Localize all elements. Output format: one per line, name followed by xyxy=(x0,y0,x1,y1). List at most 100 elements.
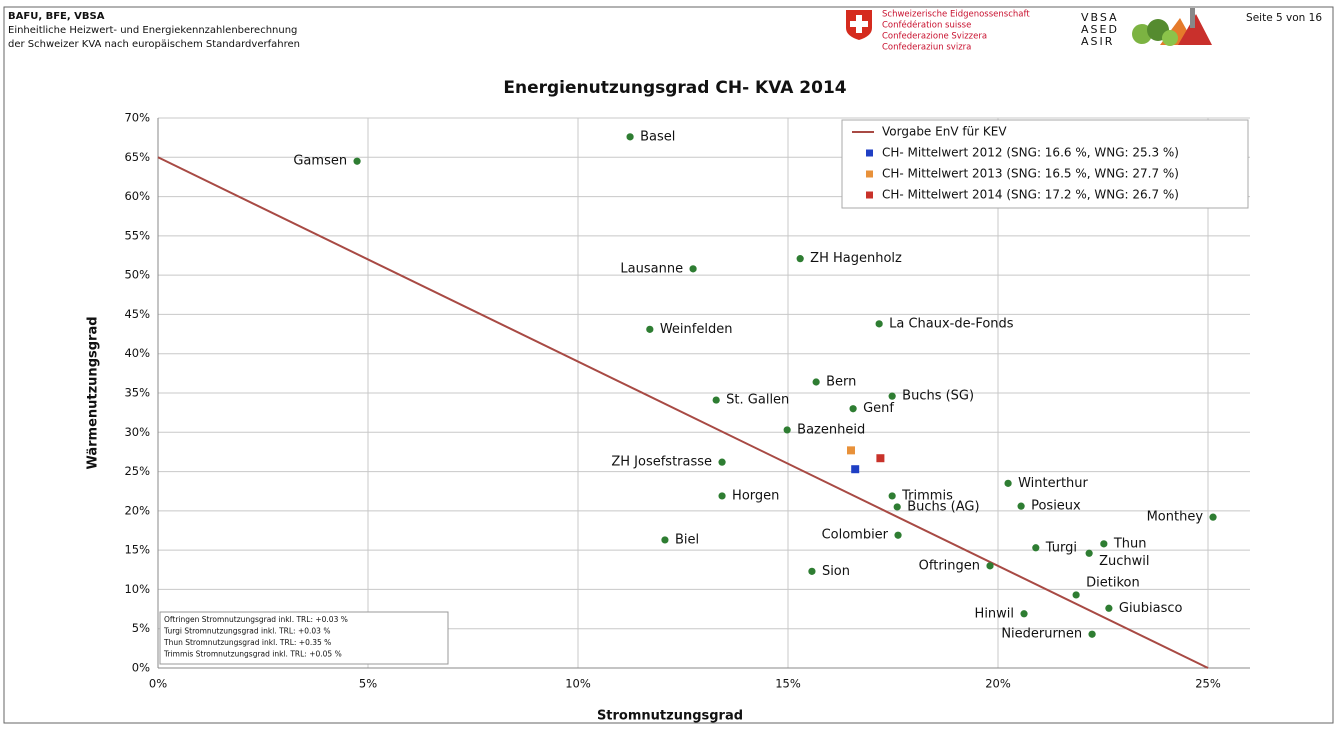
point-label: Oftringen xyxy=(919,558,980,573)
header-org: BAFU, BFE, VBSA xyxy=(8,11,105,22)
point-label: Turgi xyxy=(1045,540,1077,555)
point-label: ZH Josefstrasse xyxy=(611,455,712,470)
point-label: Posieux xyxy=(1031,499,1081,514)
plant-point xyxy=(1088,630,1096,638)
x-tick-label: 25% xyxy=(1195,677,1221,691)
x-axis-label: Stromnutzungsgrad xyxy=(597,709,743,724)
plant-point xyxy=(1100,540,1108,548)
point-label: Buchs (SG) xyxy=(902,389,974,404)
y-tick-label: 5% xyxy=(132,621,150,635)
point-label: Giubiasco xyxy=(1119,601,1183,616)
swiss-text: Confederazione Svizzera xyxy=(882,32,987,42)
page-number: Seite 5 von 16 xyxy=(1246,12,1322,24)
point-label: Gamsen xyxy=(293,154,347,169)
y-tick-label: 45% xyxy=(124,307,150,321)
point-label: La Chaux-de-Fonds xyxy=(889,316,1014,331)
x-tick-label: 5% xyxy=(359,677,377,691)
point-label: Genf xyxy=(863,401,894,416)
point-label: Zuchwil xyxy=(1099,554,1149,569)
note-text: Oftringen Stromnutzungsgrad inkl. TRL: +… xyxy=(164,615,348,624)
plant-point xyxy=(1209,513,1217,521)
plant-point xyxy=(646,325,654,333)
swiss-logo xyxy=(846,10,872,40)
point-label: Niederurnen xyxy=(1001,627,1082,642)
y-tick-label: 55% xyxy=(124,228,150,242)
y-tick-label: 60% xyxy=(124,189,150,203)
point-label: Weinfelden xyxy=(660,322,733,337)
point-label: St. Gallen xyxy=(726,393,789,408)
mean-marker xyxy=(876,454,885,463)
legend-label: CH- Mittelwert 2014 (SNG: 17.2 %, WNG: 2… xyxy=(882,188,1179,202)
plant-point xyxy=(894,531,902,539)
swiss-text: Schweizerische Eidgenossenschaft xyxy=(882,10,1030,20)
note-text: Thun Stromnutzungsgrad inkl. TRL: +0.35 … xyxy=(163,638,331,647)
point-label: Horgen xyxy=(732,488,779,503)
y-tick-label: 30% xyxy=(124,425,150,439)
assoc-text: VBSA xyxy=(1081,11,1119,24)
y-axis-label: Wärmenutzungsgrad xyxy=(86,316,101,469)
y-tick-label: 70% xyxy=(124,111,150,125)
plant-point xyxy=(718,492,726,500)
mean-marker xyxy=(847,446,855,455)
header-line: der Schweizer KVA nach europäischem Stan… xyxy=(8,39,300,50)
point-label: Bazenheid xyxy=(797,422,865,437)
legend-label: CH- Mittelwert 2013 (SNG: 16.5 %, WNG: 2… xyxy=(882,167,1179,181)
plant-point xyxy=(783,426,791,434)
plant-point xyxy=(888,492,896,500)
note-text: Turgi Stromnutzungsgrad inkl. TRL: +0.03… xyxy=(163,627,330,636)
x-tick-label: 10% xyxy=(565,677,591,691)
point-label: Hinwil xyxy=(975,606,1014,621)
point-label: Monthey xyxy=(1147,510,1204,525)
plant-point xyxy=(986,562,994,570)
plant-point xyxy=(893,503,901,511)
assoc-text: ASED xyxy=(1081,23,1119,36)
y-tick-label: 0% xyxy=(132,661,150,675)
plant-point xyxy=(1017,502,1025,510)
plant-point xyxy=(1105,604,1113,612)
threshold-line xyxy=(157,156,1209,669)
assoc-logo xyxy=(1132,8,1212,46)
note-text: Trimmis Stromnutzungsgrad inkl. TRL: +0.… xyxy=(163,650,342,659)
plant-point xyxy=(875,320,883,328)
swiss-text: Confédération suisse xyxy=(882,20,971,31)
plant-point xyxy=(712,396,720,404)
y-tick-label: 65% xyxy=(124,150,150,164)
plant-point xyxy=(888,392,896,400)
plant-point xyxy=(808,567,816,575)
legend-label: Vorgabe EnV für KEV xyxy=(882,125,1007,139)
point-label: Colombier xyxy=(822,528,889,543)
y-tick-label: 15% xyxy=(124,543,150,557)
legend-swatch xyxy=(866,149,873,157)
plant-point xyxy=(812,378,820,386)
plant-point xyxy=(849,405,857,413)
page-frame xyxy=(3,6,1334,724)
plant-point xyxy=(353,157,361,165)
plant-point xyxy=(1004,479,1012,487)
point-label: Lausanne xyxy=(620,261,683,276)
plant-point xyxy=(718,458,726,466)
plant-point xyxy=(1085,549,1093,557)
plant-point xyxy=(626,133,634,141)
plant-point xyxy=(1020,610,1028,618)
point-label: Basel xyxy=(640,129,675,144)
y-tick-label: 25% xyxy=(124,464,150,478)
y-tick-label: 20% xyxy=(124,503,150,517)
assoc-text: ASIR xyxy=(1081,35,1114,48)
point-label: Dietikon xyxy=(1086,575,1140,590)
legend-swatch xyxy=(866,170,873,178)
plant-point xyxy=(661,536,669,544)
y-tick-label: 35% xyxy=(124,386,150,400)
x-tick-label: 20% xyxy=(985,677,1011,691)
plant-point xyxy=(689,265,697,273)
point-label: Sion xyxy=(822,564,850,579)
point-label: ZH Hagenholz xyxy=(810,251,902,266)
x-tick-label: 0% xyxy=(149,677,167,691)
plant-point xyxy=(1072,591,1080,599)
y-tick-label: 40% xyxy=(124,346,150,360)
point-label: Buchs (AG) xyxy=(907,499,979,514)
chart-title: Energienutzungsgrad CH- KVA 2014 xyxy=(503,78,846,98)
x-tick-label: 15% xyxy=(775,677,801,691)
point-label: Thun xyxy=(1113,536,1147,551)
